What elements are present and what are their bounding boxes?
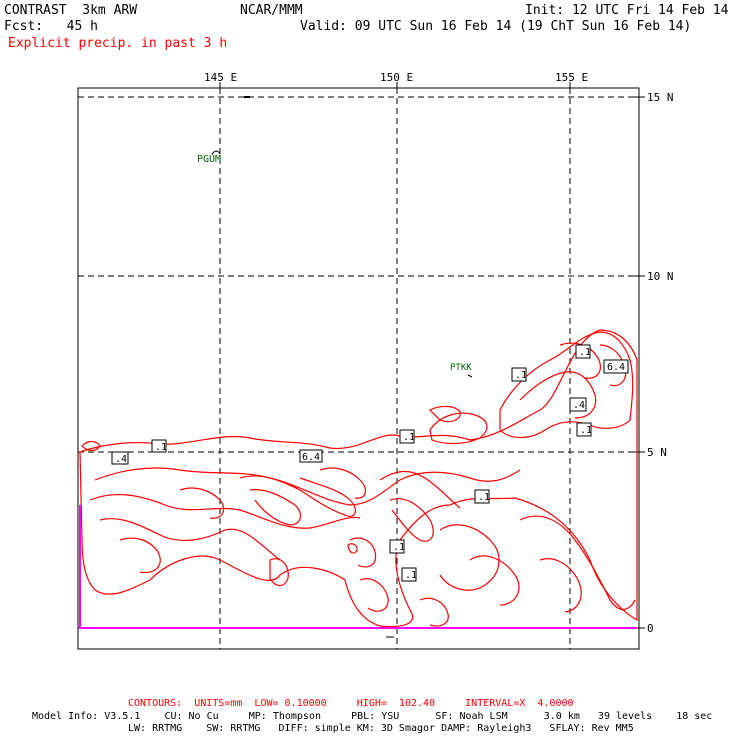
contour-label: .1 [579,347,591,358]
lat-label-0: 0 [647,622,654,635]
init-time: Init: 12 UTC Fri 14 Feb 14 [525,3,729,18]
domain-boundary [79,505,637,629]
contour-label: .1 [405,570,417,581]
guam-coast-icon [211,150,221,156]
contour-label: .1 [478,492,490,503]
lat-label-10n: 10 N [647,270,674,283]
model-title: CONTRAST 3km ARW [4,3,138,18]
model-info-physics: LW: RRTMG SW: RRTMG DIFF: simple KM: 3D … [128,723,634,734]
contour-label: .1 [580,425,592,436]
contour-info: CONTOURS: UNITS=mm LOW= 0.10000 HIGH= 10… [128,698,574,709]
lon-label-155e: 155 E [555,71,588,84]
contour-label: .1 [403,432,415,443]
model-info: Model Info: V3.5.1 CU: No Cu MP: Thompso… [32,711,713,722]
contour-label: 6.4 [302,452,320,463]
lon-label-145e: 145 E [204,71,237,84]
contour-label: .4 [115,454,127,465]
contour-label: .1 [393,542,405,553]
contour-label: 6.4 [607,362,625,373]
field-title: Explicit precip. in past 3 h [8,36,228,51]
contour-label: .1 [155,442,167,453]
forecast-hour: Fcst: 45 h [4,19,98,34]
contour-label: .1 [515,370,527,381]
stations: PGUM PTKK [197,96,473,638]
lat-label-5n: 5 N [647,446,667,459]
contour-label: .4 [573,400,585,411]
station-ptkk: PTKK [450,363,472,373]
valid-time: Valid: 09 UTC Sun 16 Feb 14 (19 ChT Sun … [300,19,692,34]
org-label: NCAR/MMM [240,3,303,18]
lon-label-150e: 150 E [380,71,413,84]
precip-contours [79,329,638,628]
map-frame [77,87,640,650]
chuuk-coast-icon [467,374,473,378]
lat-label-15n: 15 N [647,91,674,104]
contour-labels: .4 .1 6.4 .1 .1 .1 .1 .1 .1 6.4 .4 .1 [111,344,629,582]
station-pgum: PGUM [197,154,221,165]
